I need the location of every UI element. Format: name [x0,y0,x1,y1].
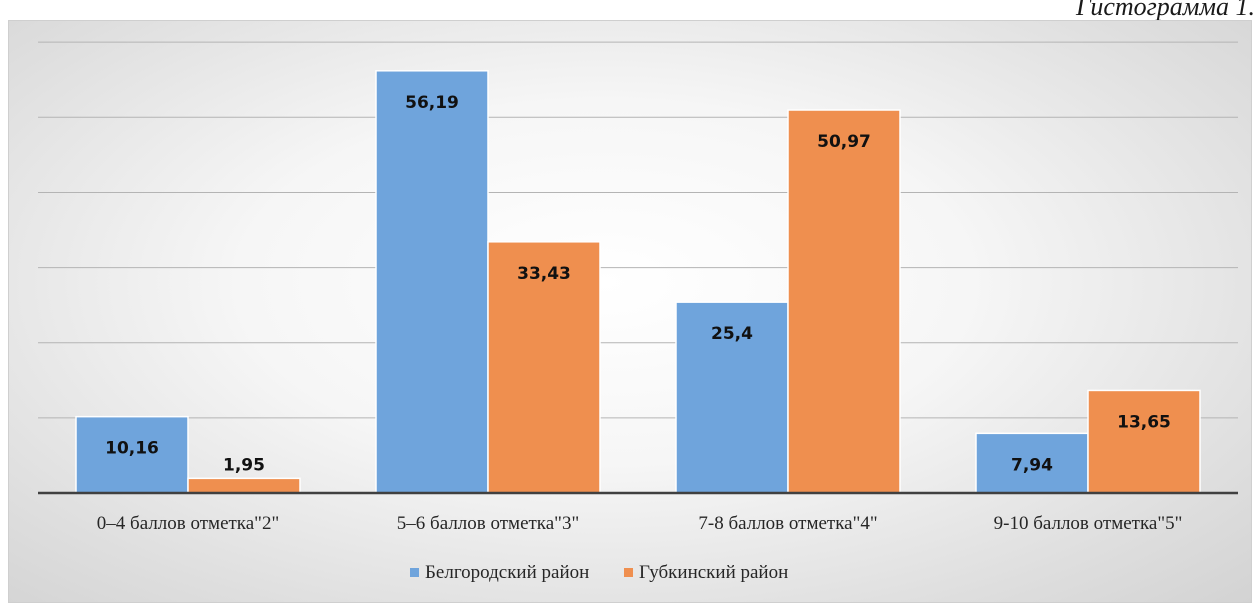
data-label-s1-c4: 7,94 [1011,455,1053,475]
category-label-3: 7-8 баллов отметка"4" [698,513,877,534]
bar-s1-c2 [375,70,489,494]
category-label-2: 5–6 баллов отметка"3" [397,513,579,534]
category-label-4: 9-10 баллов отметка"5" [994,513,1183,534]
bar-s2-c2 [487,241,601,494]
data-label-s1-c3: 25,4 [711,324,753,344]
data-label-s2-c4: 13,65 [1117,412,1171,432]
data-label-s2-c1: 1,95 [223,455,265,475]
bar-s1-c1 [75,415,189,494]
bar-s1-c3 [675,301,789,494]
legend-swatch-1 [410,568,419,577]
data-label-s1-c2: 56,19 [405,93,459,113]
figure-caption: Гистограмма 1. [1076,0,1255,21]
legend-label-2: Губкинский район [639,562,788,583]
data-label-s2-c3: 50,97 [817,132,871,152]
data-label-s2-c2: 33,43 [517,264,571,284]
data-label-s1-c1: 10,16 [105,439,159,459]
legend-label-1: Белгородский район [425,562,589,583]
bar-s1-c4 [975,432,1089,494]
legend-swatch-2 [624,568,633,577]
bar-s2-c1 [187,477,301,494]
bar-s2-c4 [1087,389,1201,494]
bar-s2-c3 [787,109,901,494]
category-label-1: 0–4 баллов отметка"2" [97,513,279,534]
